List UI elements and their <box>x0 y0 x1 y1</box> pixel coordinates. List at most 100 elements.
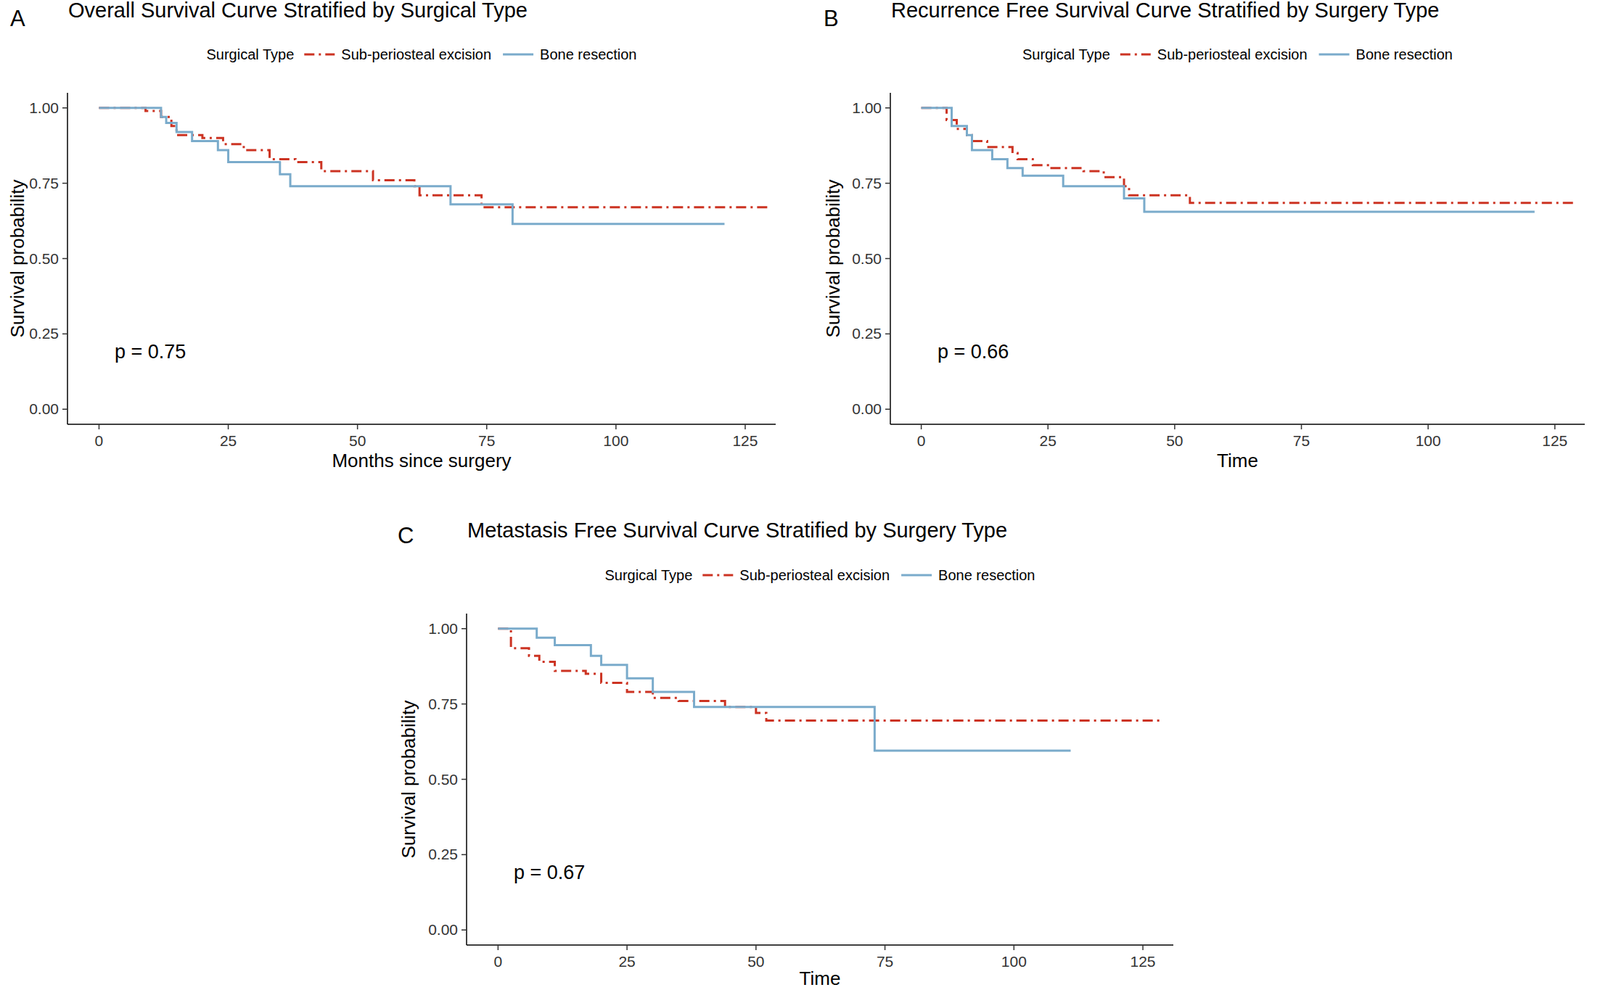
annotation: p = 0.75 <box>114 341 186 363</box>
x-tick-label: 100 <box>1415 432 1442 450</box>
x-axis-line <box>890 423 1585 426</box>
y-tick <box>62 408 68 410</box>
legend-label: Bone resection <box>938 567 1035 584</box>
x-tick <box>1301 424 1303 430</box>
y-tick <box>62 258 68 260</box>
survival-curve <box>497 629 1071 752</box>
x-tick <box>744 424 746 430</box>
y-tick <box>62 182 68 185</box>
x-tick <box>1174 424 1176 430</box>
survival-curve <box>921 108 1535 212</box>
x-axis-label: Time <box>1216 449 1259 472</box>
x-tick-label: 25 <box>1039 432 1057 450</box>
legend-swatch <box>304 53 335 56</box>
x-tick <box>357 424 359 430</box>
x-tick <box>497 945 500 951</box>
x-tick-label: 25 <box>618 953 635 971</box>
x-tick-label: 0 <box>917 432 926 450</box>
legend-title: Surgical Type <box>604 567 693 584</box>
legend-label: Sub-periosteal excision <box>341 46 492 63</box>
x-tick-label: 100 <box>1001 953 1027 971</box>
x-axis-label: Months since surgery <box>331 449 511 472</box>
x-tick-label: 75 <box>478 432 495 450</box>
legend-title: Surgical Type <box>206 46 294 63</box>
figure-svg: A Overall Survival Curve Stratified by Su… <box>0 0 1600 990</box>
legend-label: Bone resection <box>1356 46 1453 63</box>
panel-letter: A <box>10 5 26 32</box>
x-tick <box>227 424 230 430</box>
panel: B Recurrence Free Survival Curve Stratifi… <box>822 0 1585 472</box>
panel: CMetastasis Free Survival Curve Stratifi… <box>397 518 1174 990</box>
title: Recurrence Free Survival Curve Stratifie… <box>891 0 1439 22</box>
legend-swatch <box>702 574 733 577</box>
legend-swatch <box>1120 53 1151 56</box>
y-tick-label: 1.00 <box>851 99 882 117</box>
figure: A Overall Survival Curve Stratified by Su… <box>0 0 1600 990</box>
legend: Surgical Type Sub-periosteal excision Bone… <box>206 46 637 63</box>
legend-swatch <box>1319 53 1350 56</box>
y-tick-label: 0.50 <box>851 250 882 268</box>
y-tick-label: 0.00 <box>428 921 458 939</box>
legend-label: Bone resection <box>539 46 637 63</box>
annotation: p = 0.67 <box>513 862 585 884</box>
y-tick <box>885 258 891 260</box>
x-tick-label: 100 <box>602 432 629 450</box>
y-tick <box>461 779 467 781</box>
y-tick <box>885 107 891 109</box>
x-tick <box>755 945 757 951</box>
x-axis-label: Time <box>799 967 841 990</box>
x-tick <box>486 424 488 430</box>
legend-label: Sub-periosteal excision <box>1157 46 1308 63</box>
x-tick <box>1013 945 1016 951</box>
x-axis-line <box>67 423 776 426</box>
y-tick-label: 1.00 <box>428 620 458 638</box>
y-tick <box>461 628 467 630</box>
x-tick <box>1142 945 1144 951</box>
x-tick-label: 125 <box>732 432 758 450</box>
x-tick-label: 25 <box>219 432 237 450</box>
y-tick <box>885 408 891 410</box>
title: Metastasis Free Survival Curve Stratifie… <box>467 518 1008 543</box>
x-tick-label: 75 <box>1293 432 1310 450</box>
panel-letter: B <box>823 5 839 32</box>
y-tick-label: 0.00 <box>29 400 59 418</box>
y-axis-label: Survival probability <box>397 700 420 859</box>
y-tick <box>461 703 467 706</box>
x-tick-label: 50 <box>747 953 765 971</box>
x-tick-label: 125 <box>1130 953 1156 971</box>
y-tick-label: 0.50 <box>29 250 59 268</box>
x-tick <box>1427 424 1429 430</box>
panel: A Overall Survival Curve Stratified by Su… <box>6 0 776 472</box>
legend: Surgical Type Sub-periosteal excision Bone… <box>1022 46 1453 63</box>
y-tick-label: 0.00 <box>851 400 882 418</box>
y-tick-label: 0.50 <box>428 771 458 789</box>
y-tick <box>461 854 467 857</box>
y-tick <box>885 333 891 336</box>
survival-curve <box>98 108 725 225</box>
y-tick <box>62 333 68 336</box>
y-tick-label: 0.25 <box>428 846 458 863</box>
x-tick <box>98 424 101 430</box>
legend-label: Sub-periosteal excision <box>739 567 890 584</box>
y-tick-label: 0.75 <box>851 174 882 192</box>
y-tick <box>461 929 467 931</box>
x-tick <box>626 945 628 951</box>
x-tick <box>1047 424 1049 430</box>
x-axis-line <box>466 944 1174 947</box>
y-tick-label: 0.25 <box>851 325 882 342</box>
x-tick <box>920 424 923 430</box>
legend-swatch <box>901 574 932 577</box>
y-tick <box>885 182 891 185</box>
title: Overall Survival Curve Stratified by Sur… <box>68 0 528 22</box>
legend-swatch <box>502 53 534 56</box>
y-axis-label: Survival probability <box>822 179 844 338</box>
x-tick <box>615 424 617 430</box>
survival-curve <box>921 108 1576 204</box>
x-tick-label: 125 <box>1541 432 1568 450</box>
legend-title: Surgical Type <box>1022 46 1111 63</box>
y-tick-label: 0.75 <box>428 695 458 713</box>
y-tick <box>62 107 68 109</box>
y-tick-label: 1.00 <box>29 99 59 117</box>
plot-area <box>98 108 771 225</box>
y-axis-label: Survival probability <box>6 179 29 338</box>
